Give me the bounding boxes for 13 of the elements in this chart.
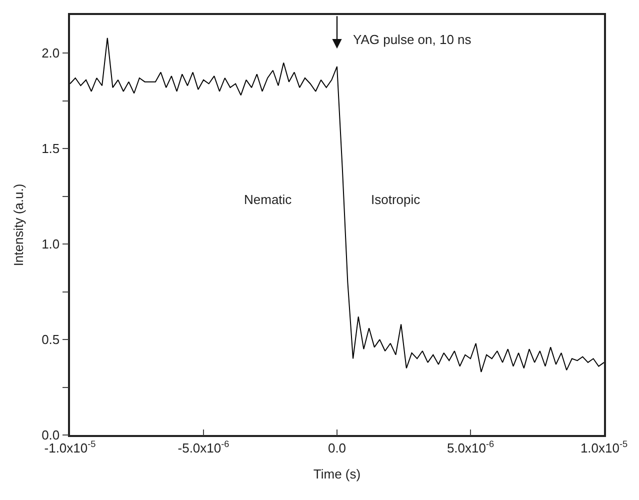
y-tick-label: 1.0 bbox=[42, 236, 60, 252]
x-tick-label: 1.0x10$^{-5}$ bbox=[580, 438, 628, 456]
annotation: YAG pulse on, 10 ns bbox=[353, 32, 472, 47]
y-axis-title: Intensity (a.u.) bbox=[11, 184, 26, 266]
annotation: Isotropic bbox=[371, 192, 421, 207]
y-tick-label: 0.5 bbox=[42, 332, 60, 348]
x-tick-label: 5.0x10$^{-6}$ bbox=[446, 438, 494, 456]
x-axis-title: Time (s) bbox=[313, 466, 361, 482]
annotation: Nematic bbox=[244, 192, 292, 207]
y-tick-label: 2.0 bbox=[42, 46, 60, 61]
y-tick-label: 1.5 bbox=[42, 141, 60, 156]
x-tick-label: -5.0x10$^{-6}$ bbox=[178, 438, 230, 456]
x-tick-label: 0.0 bbox=[328, 440, 346, 456]
